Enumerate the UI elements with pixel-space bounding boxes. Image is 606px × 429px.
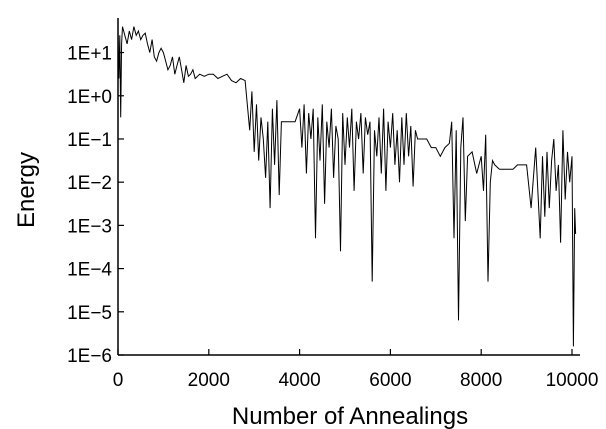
y-tick-label: 1E−4	[67, 260, 112, 281]
y-tick-label: 1E−3	[67, 216, 112, 237]
x-tick-label: 8000	[460, 370, 502, 391]
y-tick-label: 1E−6	[67, 346, 112, 367]
y-tick-label: 1E−2	[67, 173, 112, 194]
y-tick-label: 1E+0	[67, 87, 112, 108]
x-tick-label: 2000	[188, 370, 230, 391]
x-tick-label: 6000	[369, 370, 411, 391]
axes	[117, 18, 580, 356]
y-tick-label: 1E+1	[67, 44, 112, 65]
x-ticks: 0 2000 4000 6000 8000 10000	[113, 349, 599, 391]
energy-series-line	[117, 26, 577, 347]
x-tick-label: 10000	[546, 370, 599, 391]
y-ticks: 1E+1 1E+0 1E−1 1E−2 1E−3 1E−4 1E−5 1E−6	[67, 44, 124, 367]
x-tick-label: 4000	[278, 370, 320, 391]
y-tick-label: 1E−1	[67, 130, 112, 151]
x-axis-title: Number of Annealings	[232, 403, 468, 429]
y-axis-title: Energy	[13, 152, 40, 228]
x-tick-label: 0	[113, 370, 124, 391]
y-tick-label: 1E−5	[67, 303, 112, 324]
